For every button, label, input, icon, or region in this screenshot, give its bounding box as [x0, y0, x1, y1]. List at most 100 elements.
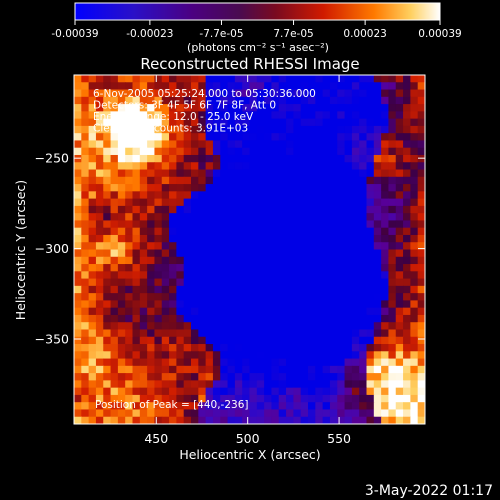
- heatmap-cell: [410, 285, 419, 294]
- heatmap-cell: [395, 147, 404, 156]
- heatmap-cell: [110, 387, 119, 396]
- heatmap-cell: [322, 184, 331, 192]
- heatmap-cell: [373, 380, 382, 389]
- heatmap-cell: [344, 89, 353, 98]
- heatmap-cell: [103, 380, 112, 389]
- heatmap-cell: [249, 351, 258, 360]
- heatmap-cell: [198, 133, 207, 142]
- heatmap-cell: [249, 264, 258, 272]
- heatmap-cell: [161, 220, 170, 229]
- heatmap-cell: [81, 213, 90, 222]
- heatmap-cell: [147, 191, 156, 200]
- heatmap-cell: [315, 147, 324, 156]
- heatmap-cell: [278, 285, 287, 294]
- heatmap-cell: [315, 293, 324, 301]
- heatmap-cell: [74, 307, 82, 316]
- heatmap-cell: [81, 169, 90, 178]
- heatmap-cell: [264, 271, 273, 280]
- heatmap-cell: [344, 133, 353, 142]
- heatmap-cell: [373, 285, 382, 294]
- heatmap-cell: [103, 285, 112, 294]
- heatmap-cell: [198, 271, 207, 280]
- heatmap-cell: [315, 329, 324, 338]
- heatmap-cell: [88, 118, 97, 127]
- heatmap-cell: [351, 409, 360, 418]
- heatmap-cell: [169, 307, 177, 316]
- colorbar-tick-label: 0.00039: [418, 28, 461, 40]
- heatmap-cell: [95, 409, 104, 418]
- heatmap-cell: [417, 220, 425, 229]
- heatmap-cell: [117, 344, 126, 352]
- heatmap-cell: [117, 242, 126, 251]
- heatmap-cell: [286, 394, 294, 403]
- heatmap-cell: [227, 358, 236, 367]
- heatmap-cell: [125, 278, 134, 287]
- heatmap-cell: [351, 184, 360, 192]
- heatmap-cell: [198, 293, 207, 301]
- heatmap-cell: [344, 387, 353, 396]
- heatmap-cell: [286, 198, 294, 207]
- heatmap-cell: [366, 191, 375, 200]
- heatmap-cell: [373, 205, 382, 214]
- heatmap-cell: [410, 133, 419, 142]
- heatmap-cell: [249, 220, 258, 229]
- heatmap-cell: [183, 213, 192, 222]
- heatmap-cell: [351, 162, 360, 171]
- heatmap-cell: [271, 249, 280, 258]
- heatmap-cell: [74, 365, 82, 374]
- heatmap-cell: [88, 89, 97, 98]
- heatmap-cell: [227, 176, 236, 185]
- heatmap-cell: [359, 351, 368, 360]
- heatmap-cell: [337, 213, 346, 222]
- heatmap-cell: [125, 154, 134, 163]
- heatmap-cell: [161, 307, 170, 316]
- heatmap-cell: [373, 336, 382, 345]
- heatmap-cell: [417, 162, 425, 171]
- heatmap-cell: [403, 176, 411, 185]
- heatmap-cell: [88, 75, 97, 83]
- heatmap-cell: [308, 147, 316, 156]
- heatmap-cell: [381, 176, 390, 185]
- heatmap-cell: [227, 409, 236, 418]
- heatmap-cell: [147, 96, 156, 105]
- heatmap-cell: [132, 75, 141, 83]
- heatmap-cell: [74, 234, 82, 243]
- heatmap-cell: [227, 227, 236, 236]
- heatmap-cell: [308, 162, 316, 171]
- heatmap-cell: [95, 285, 104, 294]
- heatmap-cell: [117, 125, 126, 134]
- heatmap-cell: [329, 227, 338, 236]
- heatmap-cell: [154, 104, 163, 112]
- heatmap-cell: [271, 220, 280, 229]
- heatmap-cell: [161, 351, 170, 360]
- heatmap-cell: [95, 133, 104, 142]
- heatmap-cell: [271, 227, 280, 236]
- heatmap-cell: [212, 154, 221, 163]
- heatmap-cell: [95, 271, 104, 280]
- heatmap-cell: [117, 285, 126, 294]
- heatmap-cell: [417, 256, 425, 265]
- heatmap-cell: [359, 140, 368, 149]
- heatmap-cell: [191, 191, 199, 200]
- heatmap-cell: [417, 205, 425, 214]
- heatmap-cell: [410, 227, 419, 236]
- heatmap-cell: [344, 351, 353, 360]
- heatmap-cell: [366, 249, 375, 258]
- heatmap-cell: [169, 191, 177, 200]
- heatmap-cell: [256, 125, 265, 134]
- heatmap-cell: [337, 75, 346, 83]
- heatmap-cell: [234, 133, 243, 142]
- heatmap-cell: [103, 169, 112, 178]
- heatmap-cell: [191, 234, 199, 243]
- heatmap-cell: [315, 394, 324, 403]
- heatmap-cell: [286, 293, 294, 301]
- heatmap-cell: [212, 300, 221, 309]
- heatmap-cell: [212, 256, 221, 265]
- heatmap-cell: [88, 133, 97, 142]
- heatmap-cell: [315, 242, 324, 251]
- heatmap-cell: [417, 358, 425, 367]
- heatmap-cell: [139, 104, 148, 112]
- heatmap-cell: [103, 373, 112, 381]
- heatmap-cell: [212, 394, 221, 403]
- heatmap-cell: [388, 336, 397, 345]
